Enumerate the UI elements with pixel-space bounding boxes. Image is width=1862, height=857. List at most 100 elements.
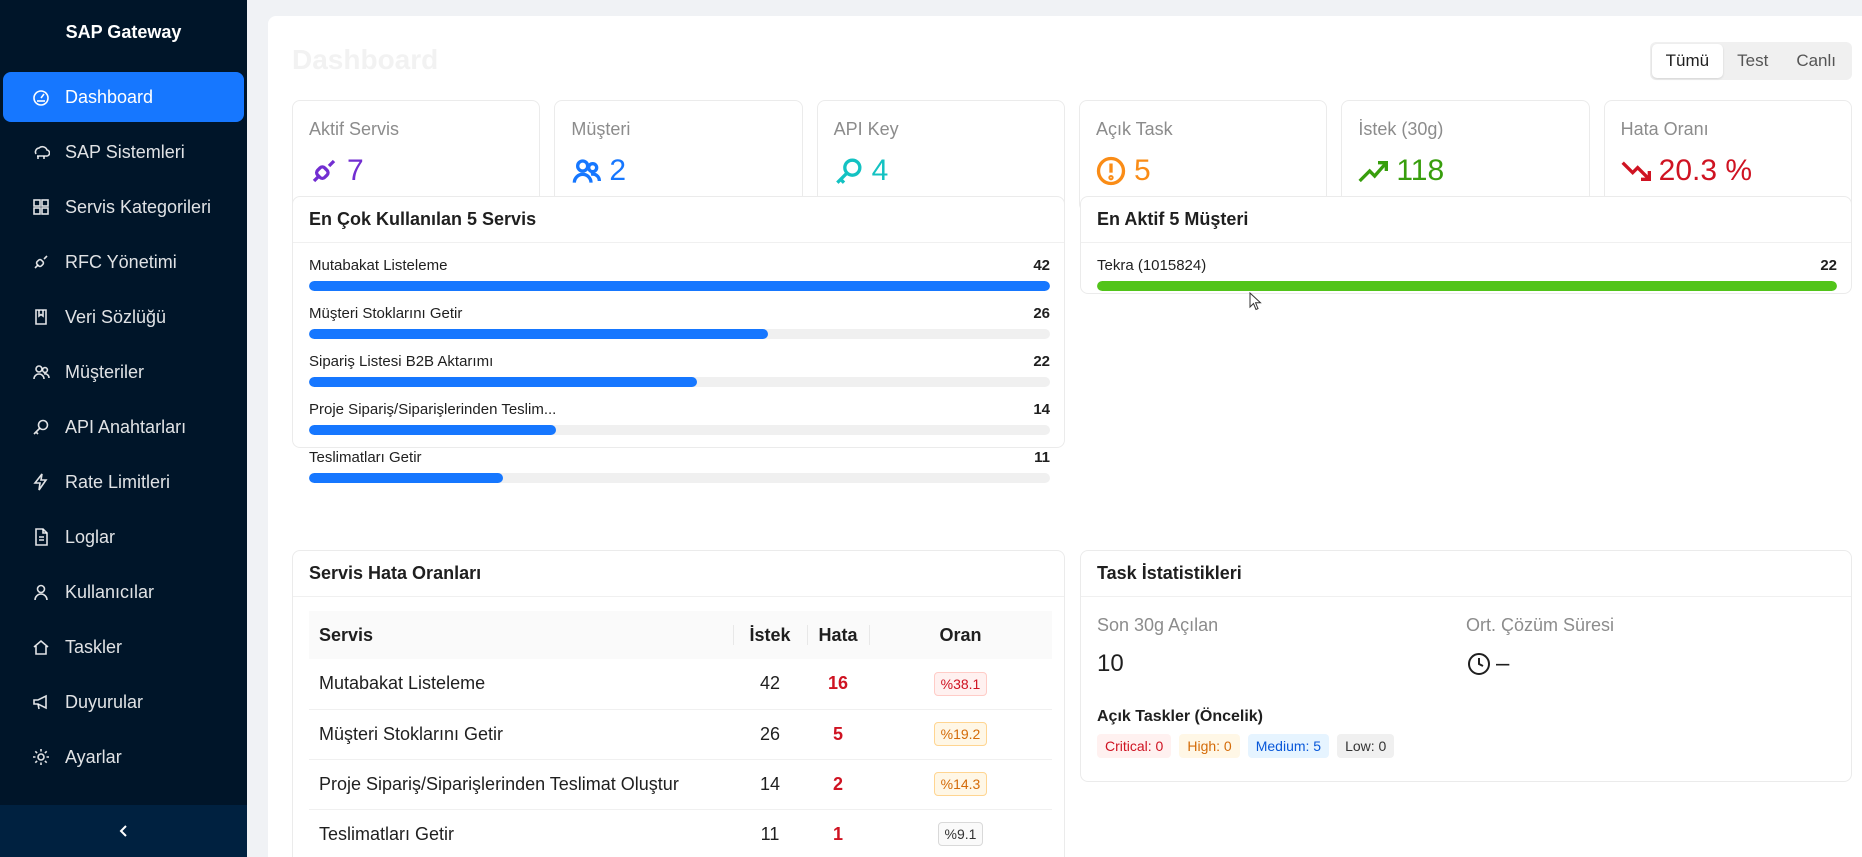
stat-value: 20.3 %	[1658, 154, 1753, 187]
cell-rate: %19.2	[869, 709, 1052, 760]
file-text-icon-wrap	[31, 527, 51, 547]
bar-row: Proje Sipariş/Siparişlerinden Teslim... 1…	[293, 401, 1064, 435]
stat-value-row: 20.3 %	[1621, 154, 1835, 188]
cell-requests: 26	[733, 709, 807, 760]
bar-count: 22	[1820, 257, 1837, 274]
column-header-servis: Servis	[309, 611, 733, 659]
file-text-icon	[35, 528, 48, 546]
stat-label: Müşteri	[571, 119, 631, 139]
thunderbolt-icon	[33, 473, 48, 491]
sidebar-item-loglar[interactable]: Loglar	[3, 512, 244, 562]
env-option-canli[interactable]: Canlı	[1796, 51, 1836, 70]
opened-tasks-value: 10	[1097, 650, 1124, 677]
sidebar-item-rfc-yonetimi[interactable]: RFC Yönetimi	[3, 237, 244, 287]
cell-errors: 2	[807, 759, 869, 810]
bar-count: 22	[1033, 353, 1050, 370]
env-option-tumu[interactable]: Tümü	[1651, 44, 1724, 78]
sidebar: SAP Gateway Dashboard SAP Sistemleri Servi…	[0, 0, 247, 857]
sidebar-item-label: Rate Limitleri	[65, 471, 171, 492]
bar-label: Tekra (1015824)	[1097, 257, 1207, 274]
sidebar-item-label: Kullanıcılar	[65, 581, 155, 602]
sidebar-item-rate-limitleri[interactable]: Rate Limitleri	[3, 457, 244, 507]
table-row[interactable]: Proje Sipariş/Siparişlerinden Teslimat O…	[309, 759, 1052, 810]
top-customers-card: En Aktif 5 Müşteri Tekra (1015824) 22	[1080, 196, 1852, 294]
avg-resolution-label: Ort. Çözüm Süresi	[1466, 615, 1615, 635]
rate-badge: %38.1	[933, 671, 988, 696]
key-icon	[835, 158, 862, 184]
cell-errors: 5	[807, 709, 869, 760]
cell-service: Müşteri Stoklarını Getir	[309, 709, 733, 760]
stat-icon	[309, 156, 339, 186]
stat-icon	[571, 156, 602, 186]
setting-icon	[33, 749, 49, 765]
api-icon	[34, 255, 48, 269]
bar-label: Müşteri Stoklarını Getir	[309, 305, 463, 322]
sidebar-item-label: Taskler	[65, 636, 123, 657]
bar-fill	[1097, 281, 1837, 291]
error-rates-card: Servis Hata Oranları Servis İstek Hata Oran…	[292, 550, 1065, 857]
avg-resolution-stat: Ort. Çözüm Süresi –	[1466, 615, 1835, 678]
stat-value-row: 5	[1096, 154, 1310, 188]
top-services-list: Mutabakat Listeleme 42 Müşteri Stoklarını …	[293, 257, 1064, 483]
rate-badge: %9.1	[937, 822, 984, 846]
table-row[interactable]: Teslimatları Getir 11 1 %9.1	[309, 809, 1052, 857]
cell-errors: 16	[807, 659, 869, 710]
stat-cards: Aktif Servis 7 Müşteri 2 API Key 4 Açık Task 5 İ…	[292, 100, 1852, 212]
sidebar-item-label: Loglar	[65, 526, 116, 547]
sidebar-item-taskler[interactable]: Taskler	[3, 622, 244, 672]
bar-fill	[309, 425, 556, 435]
stat-icon	[1621, 156, 1651, 186]
sidebar-item-api-anahtarlari[interactable]: API Anahtarları	[3, 402, 244, 452]
stat-card-hata-orani: Hata Oranı 20.3 %	[1603, 100, 1852, 212]
bar-fill	[309, 377, 698, 387]
key-icon-wrap	[31, 417, 51, 437]
stat-icon	[1096, 156, 1126, 186]
sidebar-item-label: SAP Sistemleri	[65, 141, 185, 162]
cell-requests: 42	[733, 659, 807, 710]
sidebar-item-musteriler[interactable]: Müşteriler	[3, 347, 244, 397]
sidebar-item-kullanicilar[interactable]: Kullanıcılar	[3, 567, 244, 617]
error-rates-title: Servis Hata Oranları	[293, 551, 1064, 597]
collapse-sidebar-button[interactable]	[0, 805, 247, 857]
table-row[interactable]: Mutabakat Listeleme 42 16 %38.1	[309, 659, 1052, 710]
bar-fill	[309, 329, 768, 339]
top-customers-title: En Aktif 5 Müşteri	[1081, 197, 1851, 243]
team-icon	[33, 365, 50, 380]
stat-value: 118	[1396, 154, 1445, 187]
rise-icon	[1358, 161, 1389, 183]
bar-label: Teslimatları Getir	[309, 449, 422, 466]
cloud-server-icon-wrap	[31, 142, 51, 162]
sidebar-item-ayarlar[interactable]: Ayarlar	[3, 732, 244, 782]
bar-fill	[309, 281, 1050, 291]
bar-label: Proje Sipariş/Siparişlerinden Teslim...	[309, 401, 557, 418]
task-stats-card: Task İstatistikleri Son 30g Açılan 10 Or…	[1080, 550, 1852, 782]
stat-value: 5	[1133, 154, 1151, 187]
stat-value: 7	[347, 154, 364, 187]
user-icon	[34, 584, 48, 601]
stat-card-acik-task: Açık Task 5	[1078, 100, 1328, 212]
book-icon-wrap	[31, 307, 51, 327]
sidebar-item-duyurular[interactable]: Duyurular	[3, 677, 244, 727]
avg-resolution-value-row: –	[1466, 650, 1835, 678]
sidebar-item-sap-sistemleri[interactable]: SAP Sistemleri	[3, 127, 244, 177]
team-icon-wrap	[31, 362, 51, 382]
stat-label: Açık Task	[1095, 119, 1173, 139]
bar-row: Mutabakat Listeleme 42	[293, 257, 1064, 291]
column-header-oran: Oran	[869, 611, 1052, 659]
bar-label: Mutabakat Listeleme	[309, 257, 448, 274]
stat-card-api-key: API Key 4	[816, 100, 1065, 212]
sidebar-item-dashboard[interactable]: Dashboard	[3, 72, 244, 122]
notification-icon-wrap	[31, 692, 51, 712]
sidebar-item-veri-sozlugu[interactable]: Veri Sözlüğü	[3, 292, 244, 342]
bar-row: Teslimatları Getir 11	[293, 449, 1064, 483]
sidebar-item-servis-kategorileri[interactable]: Servis Kategorileri	[3, 182, 244, 232]
key-icon	[33, 419, 49, 435]
priority-low-tag: Low: 0	[1337, 734, 1395, 758]
sidebar-item-label: Müşteriler	[65, 361, 145, 382]
sidebar-item-label: Ayarlar	[65, 746, 122, 767]
table-row[interactable]: Müşteri Stoklarını Getir 26 5 %19.2	[309, 709, 1052, 760]
env-option-test[interactable]: Test	[1737, 51, 1769, 70]
priority-medium-tag: Medium: 5	[1247, 734, 1330, 758]
appstore-icon-wrap	[31, 197, 51, 217]
bar-track	[309, 473, 1050, 483]
